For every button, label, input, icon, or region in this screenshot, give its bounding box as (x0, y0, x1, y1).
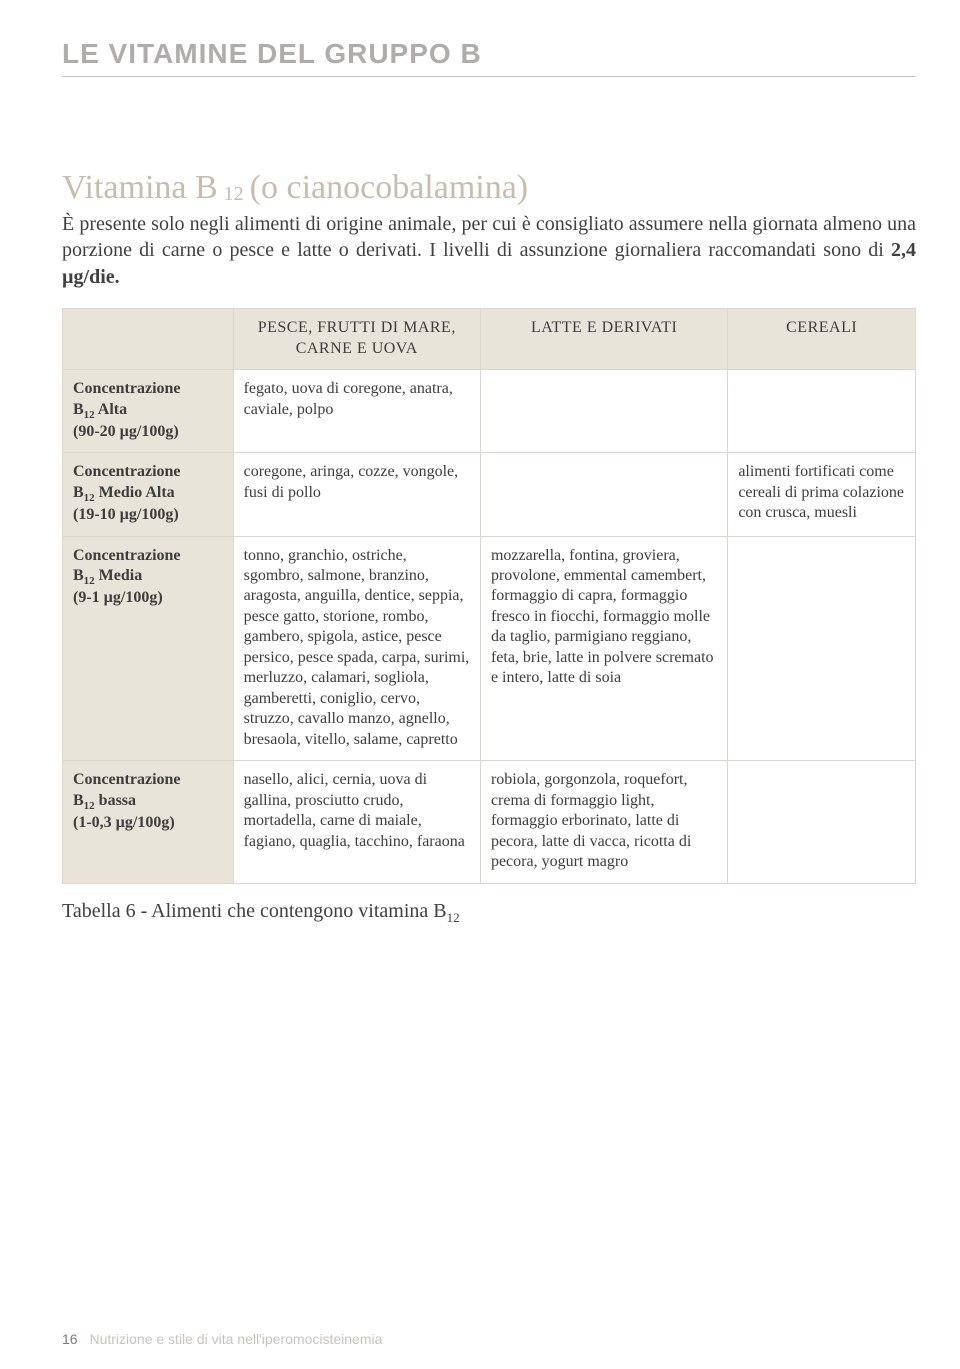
cell-c1: tonno, granchio, ostriche, sgombro, salm… (233, 536, 480, 761)
table-header-empty (63, 309, 234, 370)
row-label-after: Medio Alta (95, 484, 175, 501)
row-label-b: B (73, 567, 84, 584)
row-label: Concentrazione B12 bassa (1-0,3 µg/100g) (63, 761, 234, 883)
row-label-range: (9-1 µg/100g) (73, 589, 163, 606)
row-label-sub: 12 (84, 800, 95, 812)
title-suffix: (o cianocobalamina) (250, 169, 528, 207)
table-header-col1: PESCE, FRUTTI DI MARE, CARNE E UOVA (233, 309, 480, 370)
page-title: Vitamina B 12 (o cianocobalamina) (62, 169, 916, 207)
cell-c3: alimenti fortificati come cereali di pri… (728, 453, 916, 536)
row-label-line1: Concentrazione (73, 547, 181, 564)
cell-c2 (480, 453, 727, 536)
row-label: Concentrazione B12 Media (9-1 µg/100g) (63, 536, 234, 761)
table-row: Concentrazione B12 Media (9-1 µg/100g) t… (63, 536, 916, 761)
row-label-line1: Concentrazione (73, 380, 181, 397)
table-caption: Tabella 6 - Alimenti che contengono vita… (62, 900, 916, 926)
row-label-sub: 12 (84, 492, 95, 504)
cell-c2: robiola, gorgonzola, roquefort, crema di… (480, 761, 727, 883)
row-label-range: (19-10 µg/100g) (73, 506, 179, 523)
section-header: LE VITAMINE DEL GRUPPO B (62, 38, 916, 77)
row-label-sub: 12 (84, 575, 95, 587)
cell-c1: nasello, alici, cernia, uova di gallina,… (233, 761, 480, 883)
row-label-line1: Concentrazione (73, 463, 181, 480)
row-label-range: (90-20 µg/100g) (73, 423, 179, 440)
table-row: Concentrazione B12 bassa (1-0,3 µg/100g)… (63, 761, 916, 883)
cell-c3 (728, 761, 916, 883)
row-label-after: Alta (95, 401, 127, 418)
cell-c1: fegato, uova di coregone, anatra, cavial… (233, 370, 480, 453)
caption-text: Tabella 6 - Alimenti che contengono vita… (62, 900, 447, 922)
caption-sub: 12 (447, 910, 460, 925)
row-label-b: B (73, 401, 84, 418)
vitamin-table: PESCE, FRUTTI DI MARE, CARNE E UOVA LATT… (62, 308, 916, 883)
table-row: Concentrazione B12 Alta (90-20 µg/100g) … (63, 370, 916, 453)
row-label-after: bassa (95, 792, 136, 809)
cell-c3 (728, 370, 916, 453)
table-header-row: PESCE, FRUTTI DI MARE, CARNE E UOVA LATT… (63, 309, 916, 370)
title-subscript: 12 (224, 184, 244, 204)
table-row: Concentrazione B12 Medio Alta (19-10 µg/… (63, 453, 916, 536)
row-label-sub: 12 (84, 409, 95, 421)
footer-text: Nutrizione e stile di vita nell'iperomoc… (89, 1331, 382, 1347)
page: LE VITAMINE DEL GRUPPO B Vitamina B 12 (o… (0, 0, 960, 1369)
row-label-after: Media (95, 567, 143, 584)
row-label-b: B (73, 792, 84, 809)
intro-text-1: È presente solo negli alimenti di origin… (62, 213, 916, 261)
page-number: 16 (62, 1331, 78, 1347)
cell-c2 (480, 370, 727, 453)
table-header-col3: CEREALI (728, 309, 916, 370)
cell-c3 (728, 536, 916, 761)
intro-paragraph: È presente solo negli alimenti di origin… (62, 211, 916, 290)
row-label-b: B (73, 484, 84, 501)
page-footer: 16 Nutrizione e stile di vita nell'ipero… (62, 1331, 382, 1347)
row-label: Concentrazione B12 Alta (90-20 µg/100g) (63, 370, 234, 453)
row-label: Concentrazione B12 Medio Alta (19-10 µg/… (63, 453, 234, 536)
title-prefix: Vitamina B (62, 169, 218, 207)
cell-c1: coregone, aringa, cozze, vongole, fusi d… (233, 453, 480, 536)
row-label-line1: Concentrazione (73, 771, 181, 788)
row-label-range: (1-0,3 µg/100g) (73, 814, 175, 831)
cell-c2: mozzarella, fontina, groviera, provolone… (480, 536, 727, 761)
table-header-col2: LATTE E DERIVATI (480, 309, 727, 370)
